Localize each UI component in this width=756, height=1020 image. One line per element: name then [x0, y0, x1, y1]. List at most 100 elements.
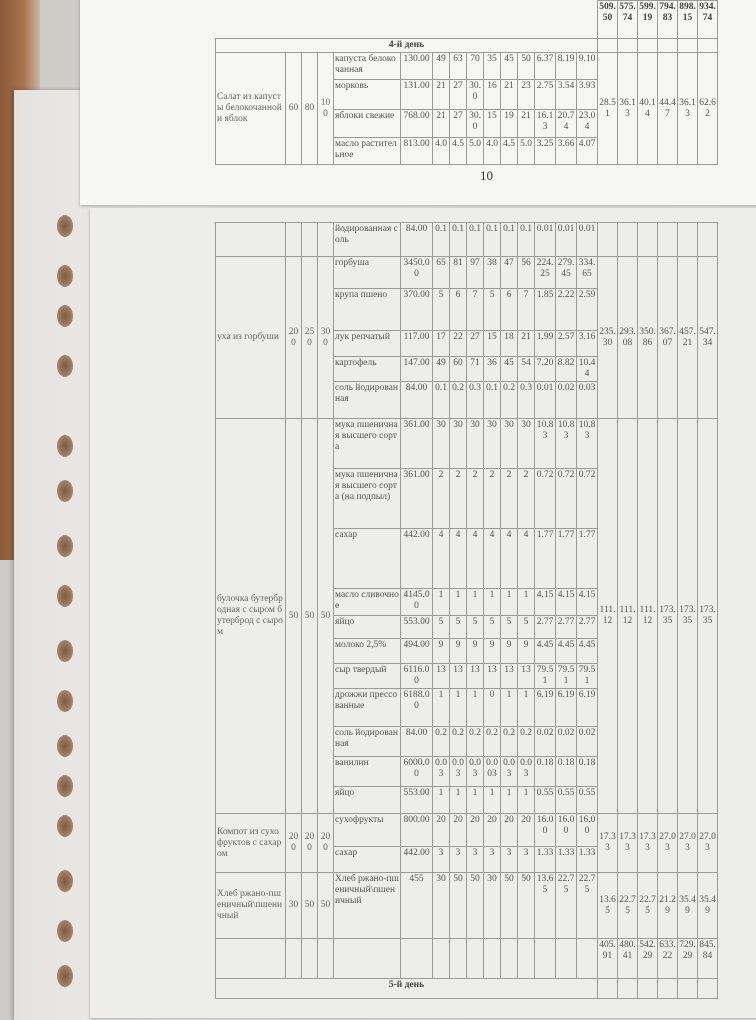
ingredient-quantity: 13	[500, 663, 518, 689]
ingredient-cost: 1.77	[576, 528, 598, 589]
ingredient-name: йодированная соль	[333, 222, 401, 257]
ingredient-quantity: 1	[500, 786, 518, 814]
dish-total: 173.35	[697, 418, 718, 814]
ingredient-name: мука пшеничная высшего сорта	[333, 418, 401, 469]
ingredient-name: картофель	[333, 356, 401, 382]
grand-total-row: 405.91 480.41 542.29 633.22 729.29 845.84	[215, 938, 718, 979]
ingredient-quantity: 27	[449, 109, 467, 138]
ingredient-cost: 6.37	[534, 52, 556, 80]
empty-cell	[617, 38, 638, 53]
ingredient-cost: 0.02	[555, 726, 577, 757]
dish-total: 40.14	[637, 52, 658, 165]
ingredient-price: 800.00	[400, 813, 433, 847]
dish-total: 235.30	[597, 256, 618, 419]
dish-total: 27.03	[657, 813, 678, 873]
ingredient-quantity: 9	[449, 638, 467, 664]
ingredient-quantity: 5	[517, 615, 535, 639]
dish-name: Компот из сухофруктов с сахаром	[215, 813, 286, 873]
ingredient-quantity: 20	[449, 813, 467, 847]
dish-total: 44.47	[657, 52, 678, 165]
ingredient-quantity: 4	[500, 528, 518, 589]
ingredient-row: соль йодированная 84.00 0.2 0.2 0.2 0.2 0.2 0.2…	[216, 726, 718, 757]
empty-cell	[483, 0, 501, 39]
ingredient-quantity: 30	[449, 418, 467, 469]
ingredient-row: масло сливочное 4145.00 1 1 1 1 1 1 4.15 4.15 4.15	[216, 588, 718, 616]
ingredient-cost: 3.25	[534, 137, 556, 165]
ingredient-price: 455	[400, 872, 433, 939]
ingredient-quantity: 0.1	[517, 222, 535, 257]
ingredient-cost: 10.83	[576, 418, 598, 469]
day-header: 4-й день	[215, 38, 598, 53]
document-page-1: 509.50 575.74 599.19 794.83 898.15 934.74 4-й …	[80, 0, 756, 205]
empty-cell	[400, 938, 433, 979]
empty-cell	[301, 0, 318, 39]
ingredient-quantity: 30	[483, 872, 501, 939]
ingredient-row: Хлеб ржано-пшеничный\пшеничный 30 50 50 Хлеб…	[215, 872, 718, 939]
dish-total	[617, 222, 638, 257]
empty-cell	[449, 0, 467, 39]
ingredient-cost: 2.77	[576, 615, 598, 639]
ingredient-cost: 0.72	[576, 468, 598, 529]
ingredient-quantity: 63	[449, 52, 467, 80]
empty-cell	[333, 938, 401, 979]
ingredient-cost: 4.45	[576, 638, 598, 664]
empty-cell	[637, 38, 658, 53]
empty-cell	[576, 0, 598, 39]
ingredient-quantity: 0.03	[500, 756, 518, 787]
ingredient-cost: 2.77	[534, 615, 556, 639]
previous-day-total: 898.15	[677, 0, 698, 39]
ingredient-name: сыр твердый	[333, 663, 401, 689]
ingredient-quantity: 5	[483, 615, 501, 639]
punch-hole	[57, 965, 73, 987]
ingredient-name: капуста белокочанная	[333, 52, 401, 80]
ingredient-quantity: 3	[432, 846, 450, 873]
ingredient-quantity: 30	[432, 872, 450, 939]
dish-name: Хлеб ржано-пшеничный\пшеничный	[215, 872, 286, 939]
ingredient-quantity: 18	[500, 330, 518, 357]
ingredient-cost: 4.15	[555, 588, 577, 616]
ingredient-quantity: 4.0	[483, 137, 501, 165]
ingredient-price: 130.00	[400, 52, 433, 80]
portion-size	[301, 222, 318, 257]
ingredient-row: крупа пшено 370.00 5 6 7 5 6 7 1.85 2.22 2.59	[216, 288, 718, 331]
menu-cost-table-day4: 509.50 575.74 599.19 794.83 898.15 934.74 4-й …	[215, 0, 718, 165]
ingredient-cost: 4.45	[534, 638, 556, 664]
ingredient-quantity: 1	[500, 688, 518, 727]
ingredient-quantity: 20	[432, 813, 450, 847]
ingredient-price: 768.00	[400, 109, 433, 138]
empty-cell	[677, 978, 698, 999]
previous-day-total: 509.50	[597, 0, 618, 39]
ingredient-quantity: 1	[517, 786, 535, 814]
ingredient-name: масло растительное	[333, 137, 401, 165]
dish-total: 173.35	[657, 418, 678, 814]
ingredient-cost: 10.83	[534, 418, 556, 469]
ingredient-name: сахар	[333, 528, 401, 589]
ingredient-cost: 8.82	[555, 356, 577, 382]
ingredient-cost: 4.15	[576, 588, 598, 616]
ingredient-quantity: 19	[500, 109, 518, 138]
ingredient-quantity: 0	[483, 688, 501, 727]
ingredient-quantity: 13	[449, 663, 467, 689]
previous-day-total: 934.74	[697, 0, 718, 39]
dish-total: 36.13	[677, 52, 698, 165]
portion-size: 50	[317, 418, 334, 814]
empty-cell	[517, 0, 535, 39]
ingredient-cost: 0.18	[555, 756, 577, 787]
ingredient-quantity: 21	[500, 79, 518, 110]
empty-cell	[697, 38, 718, 53]
dish-total: 173.35	[677, 418, 698, 814]
ingredient-price: 442.00	[400, 528, 433, 589]
ingredient-quantity: 2	[517, 468, 535, 529]
ingredient-quantity: 4	[517, 528, 535, 589]
dish-total: 367.07	[657, 256, 678, 419]
portion-size: 50	[317, 872, 334, 939]
ingredient-quantity: 0.2	[449, 726, 467, 757]
ingredient-quantity: 0.2	[517, 726, 535, 757]
ingredient-quantity: 21	[517, 109, 535, 138]
dish-total: 35.49	[697, 872, 718, 939]
dish-total: 547.34	[697, 256, 718, 419]
ingredient-name: Хлеб ржано-пшеничный\пшеничный	[333, 872, 401, 939]
ingredient-row: Компот из сухофруктов с сахаром 200 200 200…	[215, 813, 718, 873]
ingredient-quantity: 3	[449, 846, 467, 873]
ingredient-row: соль йодированная 84.00 0.1 0.2 0.3 0.1 0.2 0.3…	[216, 381, 718, 419]
